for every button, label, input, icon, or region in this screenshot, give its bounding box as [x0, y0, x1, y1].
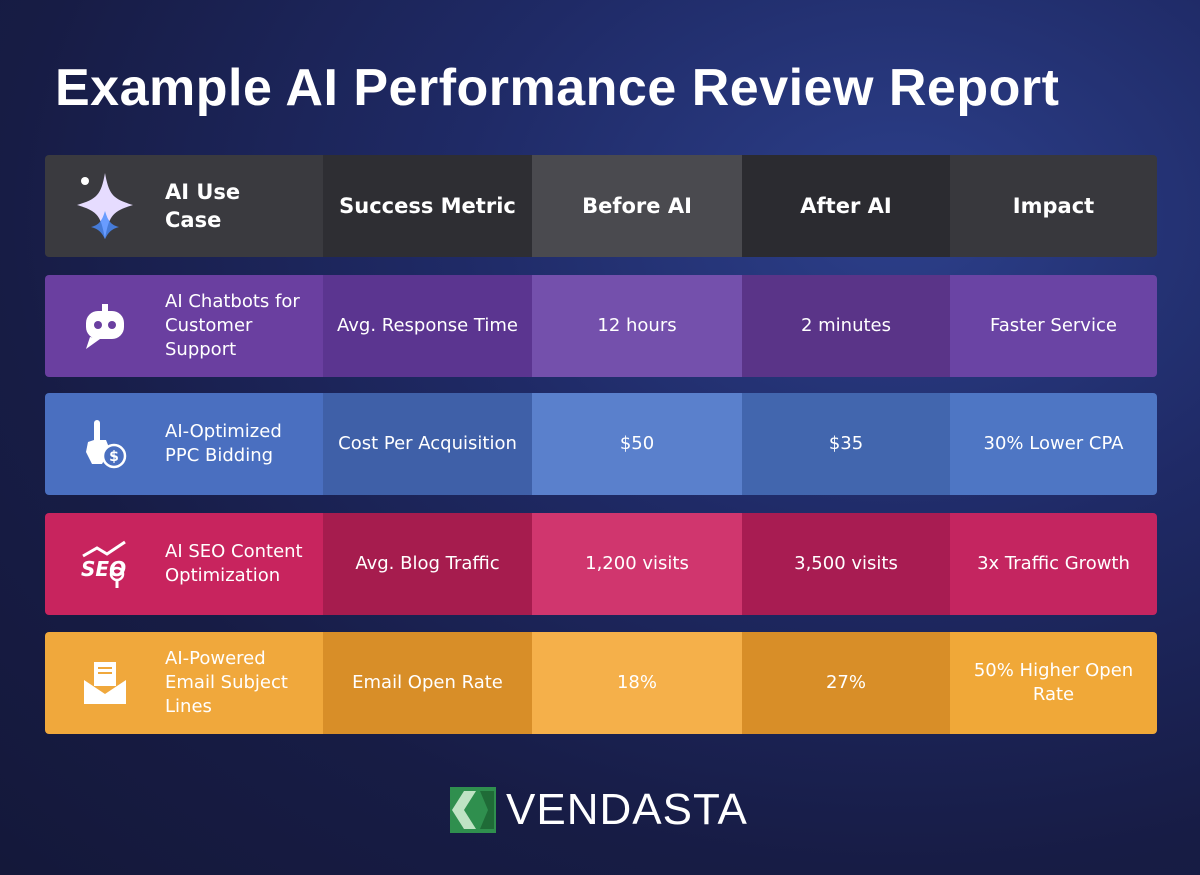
cell-text: AI SEO Content Optimization [165, 541, 303, 586]
table-cell: 1,200 visits [532, 513, 742, 615]
header-cell: AI Use Case [45, 155, 323, 257]
cell-text: Impact [1012, 194, 1095, 218]
cell-text: AI-Powered Email Subject Lines [165, 648, 288, 717]
header-cell: Before AI [532, 155, 742, 257]
logo-text: VENDASTA [506, 785, 748, 834]
table-cell: AI-Powered Email Subject Lines [45, 632, 323, 734]
cell-text: 1,200 visits [585, 553, 689, 574]
cell-text: Success Metric [339, 194, 516, 218]
row-icon [45, 171, 165, 241]
table-cell: 12 hours [532, 275, 742, 377]
cell-text: 3,500 visits [794, 553, 898, 574]
cell-text: 27% [825, 672, 866, 693]
table-cell: 30% Lower CPA [950, 393, 1157, 495]
cell-text: Avg. Blog Traffic [355, 553, 500, 574]
table-cell: Faster Service [950, 275, 1157, 377]
cell-text: $50 [619, 433, 655, 454]
table-cell: 2 minutes [742, 275, 950, 377]
table-cell: AI Chatbots for Customer Support [45, 275, 323, 377]
table-cell: Avg. Response Time [323, 275, 532, 377]
table-cell: SEO AI SEO Content Optimization [45, 513, 323, 615]
cell-text: 50% Higher Open Rate [973, 660, 1134, 705]
table-row: AI Chatbots for Customer Support Avg. Res… [45, 275, 1157, 377]
row-icon: $ [45, 416, 165, 472]
cell-text: AI-Optimized PPC Bidding [165, 421, 282, 466]
row-icon [45, 301, 165, 351]
table-cell: Cost Per Acquisition [323, 393, 532, 495]
table-cell: 50% Higher Open Rate [950, 632, 1157, 734]
cell-text: Cost Per Acquisition [338, 433, 517, 454]
table-cell: 3,500 visits [742, 513, 950, 615]
cell-text: Faster Service [990, 315, 1117, 336]
table-cell: 3x Traffic Growth [950, 513, 1157, 615]
cell-text: Email Open Rate [352, 672, 503, 693]
cell-text: After AI [800, 194, 892, 218]
cell-text: 12 hours [597, 315, 677, 336]
table-cell: 18% [532, 632, 742, 734]
table-row: SEO AI SEO Content Optimization Avg. Blog … [45, 513, 1157, 615]
cell-text: Avg. Response Time [336, 315, 518, 336]
cell-text: Before AI [582, 194, 692, 218]
cell-text: AI Use Case [165, 180, 241, 232]
cell-text: 3x Traffic Growth [977, 553, 1130, 574]
cell-text: 18% [616, 672, 657, 693]
cell-text: 2 minutes [800, 315, 892, 336]
table-cell: Email Open Rate [323, 632, 532, 734]
table-cell: Avg. Blog Traffic [323, 513, 532, 615]
logo: VENDASTA [450, 785, 748, 835]
row-icon [45, 658, 165, 708]
row-icon: SEO [45, 536, 165, 592]
header-cell: After AI [742, 155, 950, 257]
table-cell: 27% [742, 632, 950, 734]
table-row: AI-Powered Email Subject Lines Email Open… [45, 632, 1157, 734]
table-cell: $35 [742, 393, 950, 495]
table-row: $ AI-Optimized PPC Bidding Cost Per Acquis… [45, 393, 1157, 495]
header-row: AI Use Case Success Metric Before AI After … [45, 155, 1157, 257]
header-cell: Impact [950, 155, 1157, 257]
svg-text:$: $ [109, 449, 119, 465]
table-cell: $ AI-Optimized PPC Bidding [45, 393, 323, 495]
cell-text: $35 [828, 433, 864, 454]
logo-mark [450, 787, 496, 833]
title: Example AI Performance Review Report [55, 59, 1060, 117]
cell-text: AI Chatbots for Customer Support [165, 291, 300, 360]
header-cell: Success Metric [323, 155, 532, 257]
cell-text: 30% Lower CPA [983, 433, 1124, 454]
table-cell: $50 [532, 393, 742, 495]
